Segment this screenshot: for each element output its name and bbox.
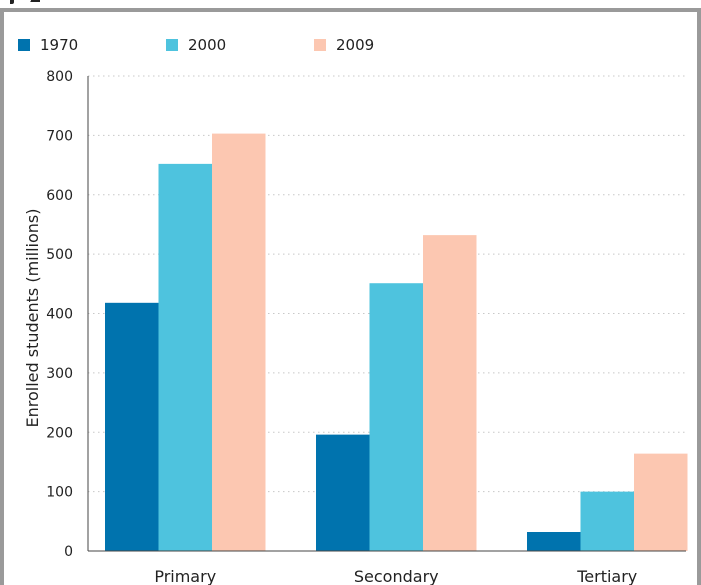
y-tick-label-500: 500 (46, 247, 73, 263)
category-label-secondary: Secondary (354, 567, 439, 585)
frame-border-right (697, 8, 701, 585)
legend-label-1970: 1970 (40, 36, 79, 54)
bar-tertiary-1970 (527, 532, 581, 551)
y-tick-label-600: 600 (46, 188, 73, 204)
cropped-heading-fragment (10, 0, 40, 8)
bar-secondary-1970 (316, 434, 370, 551)
bar-primary-2000 (158, 163, 212, 551)
bar-primary-1970 (105, 302, 159, 551)
legend-label-2009: 2009 (336, 36, 375, 54)
frame-border-top (0, 8, 701, 12)
category-label-primary: Primary (154, 567, 216, 585)
bar-primary-2009 (212, 133, 266, 551)
bar-secondary-2009 (423, 235, 477, 551)
y-tick-label-300: 300 (46, 366, 73, 382)
legend-label-2000: 2000 (188, 36, 227, 54)
legend-swatch-2000 (166, 39, 178, 51)
bar-tertiary-2000 (580, 491, 634, 551)
bars (105, 133, 688, 551)
y-tick-label-200: 200 (46, 425, 73, 441)
y-tick-label-700: 700 (46, 128, 73, 144)
y-tick-labels: 0 100 200 300 400 500 600 700 800 (46, 69, 73, 560)
bar-secondary-2000 (369, 283, 423, 551)
top-strip (0, 0, 701, 9)
frame-border-left (0, 8, 4, 585)
y-axis-title: Enrolled students (millions) (23, 209, 42, 428)
y-tick-label-400: 400 (46, 307, 73, 323)
category-labels: Primary Secondary Tertiary (154, 567, 637, 585)
y-tick-label-0: 0 (64, 544, 73, 560)
bar-tertiary-2009 (634, 453, 688, 551)
legend-swatch-1970 (18, 39, 30, 51)
y-tick-label-800: 800 (46, 69, 73, 85)
y-tick-label-100: 100 (46, 485, 73, 501)
category-label-tertiary: Tertiary (576, 567, 637, 585)
legend-swatch-2009 (314, 39, 326, 51)
